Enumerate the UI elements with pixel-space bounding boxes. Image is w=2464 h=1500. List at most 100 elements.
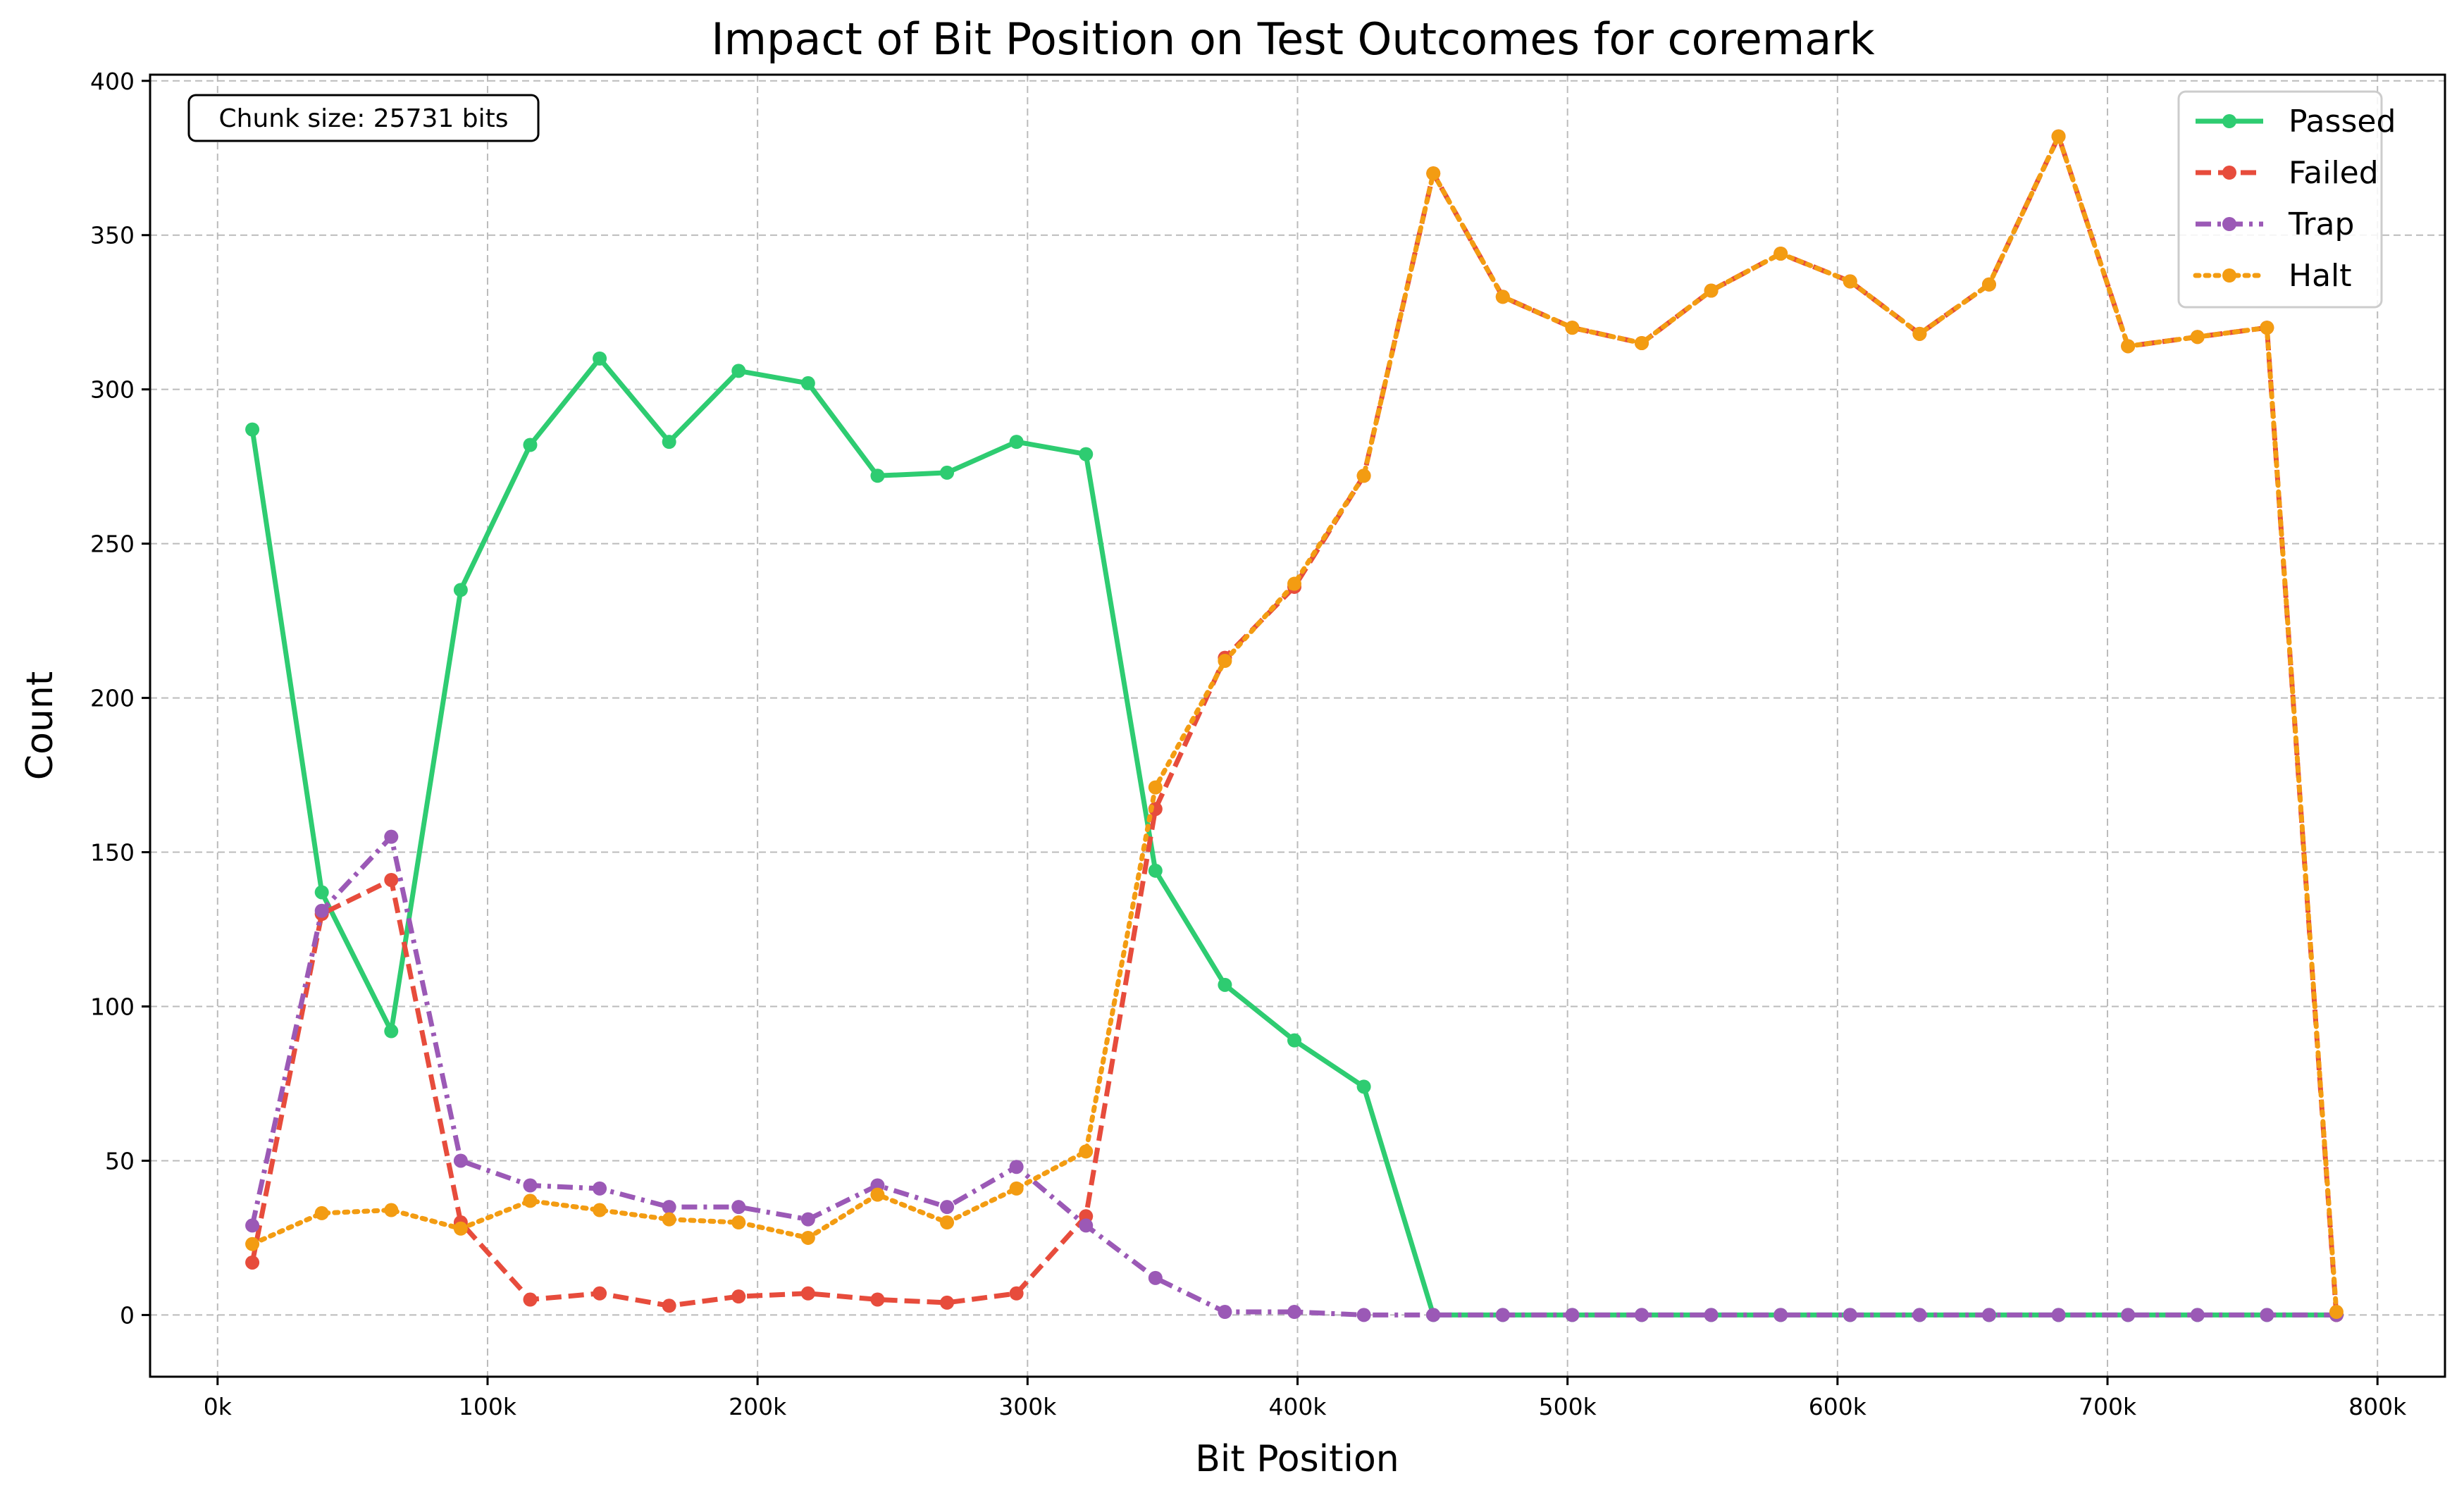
y-tick-label: 200 xyxy=(90,685,135,712)
data-point-trap xyxy=(1773,1308,1788,1322)
series-trap xyxy=(245,829,2344,1322)
data-point-halt xyxy=(2190,330,2205,345)
data-point-trap xyxy=(384,829,399,844)
data-point-halt xyxy=(2329,1305,2344,1320)
chunk-size-annotation: Chunk size: 25731 bits xyxy=(219,104,509,133)
data-point-passed xyxy=(453,583,468,597)
data-point-trap xyxy=(1843,1308,1857,1322)
data-point-passed xyxy=(245,422,260,437)
data-point-halt xyxy=(314,1205,329,1220)
data-point-passed xyxy=(940,465,955,480)
series-line-failed xyxy=(249,134,2339,1315)
legend-item-passed: Passed xyxy=(2196,104,2396,140)
series-line-halt xyxy=(249,134,2339,1315)
data-point-halt xyxy=(1218,654,1232,669)
data-point-halt xyxy=(731,1215,746,1230)
data-point-passed xyxy=(1148,863,1163,878)
data-point-halt xyxy=(940,1215,955,1230)
y-tick-label: 250 xyxy=(90,531,135,558)
data-point-trap xyxy=(2121,1308,2136,1322)
x-axis-label: Bit Position xyxy=(1195,1438,1399,1480)
data-point-halt xyxy=(1148,780,1163,795)
data-point-halt xyxy=(1565,321,1580,335)
data-point-passed xyxy=(1079,447,1094,461)
data-point-passed xyxy=(523,438,538,452)
data-point-failed xyxy=(245,1255,260,1270)
data-point-trap xyxy=(453,1153,468,1168)
y-tick-label: 100 xyxy=(90,993,135,1021)
data-point-trap xyxy=(1981,1308,1996,1322)
data-point-trap xyxy=(2260,1308,2274,1322)
y-tick-label: 350 xyxy=(90,222,135,249)
legend: Passed Failed Trap Halt xyxy=(2177,90,2396,309)
legend-label-trap: Trap xyxy=(2288,206,2354,242)
data-point-failed xyxy=(523,1292,538,1307)
x-tick-label: 600k xyxy=(1809,1393,1867,1420)
annotation-box: Chunk size: 25731 bits xyxy=(187,94,540,142)
data-point-halt xyxy=(1981,277,1996,292)
data-point-failed xyxy=(800,1286,815,1301)
legend-item-trap: Trap xyxy=(2196,206,2354,242)
data-point-trap xyxy=(1495,1308,1510,1322)
data-point-trap xyxy=(2190,1308,2205,1322)
data-point-halt xyxy=(384,1203,399,1217)
data-point-passed xyxy=(1009,435,1024,450)
data-point-passed xyxy=(662,435,676,450)
x-tick-label: 100k xyxy=(459,1393,517,1420)
data-point-failed xyxy=(384,872,399,887)
data-point-passed xyxy=(1218,977,1232,992)
data-point-halt xyxy=(1843,274,1857,289)
data-point-trap xyxy=(1287,1305,1302,1320)
data-point-trap xyxy=(1426,1308,1441,1322)
data-point-trap xyxy=(314,903,329,918)
data-point-passed xyxy=(384,1024,399,1039)
legend-marker-halt xyxy=(2222,268,2236,283)
data-point-passed xyxy=(593,351,607,366)
legend-item-failed: Failed xyxy=(2196,155,2379,191)
data-point-halt xyxy=(453,1221,468,1236)
series-line-passed xyxy=(249,356,2336,1318)
y-tick-label: 150 xyxy=(90,839,135,867)
data-point-failed xyxy=(662,1298,676,1313)
data-point-trap xyxy=(662,1200,676,1215)
data-point-trap xyxy=(1079,1218,1094,1233)
data-point-trap xyxy=(1009,1160,1024,1174)
x-tick-label: 200k xyxy=(729,1393,787,1420)
data-point-trap xyxy=(1634,1308,1649,1322)
data-point-halt xyxy=(1287,576,1302,591)
legend-marker-trap xyxy=(2222,217,2236,231)
x-tick-label: 700k xyxy=(2079,1393,2137,1420)
data-point-halt xyxy=(2121,339,2136,354)
data-point-trap xyxy=(2051,1308,2066,1322)
data-point-halt xyxy=(870,1187,885,1202)
x-tick-label: 300k xyxy=(998,1393,1057,1420)
legend-item-halt: Halt xyxy=(2193,258,2352,294)
legend-label-halt: Halt xyxy=(2289,258,2352,294)
data-point-halt xyxy=(1773,246,1788,261)
data-point-halt xyxy=(1704,283,1719,298)
y-tick-label: 50 xyxy=(105,1147,135,1174)
data-point-trap xyxy=(1912,1308,1927,1322)
data-point-halt xyxy=(2260,321,2274,335)
data-point-passed xyxy=(1356,1079,1371,1094)
data-point-passed xyxy=(870,469,885,483)
data-point-trap xyxy=(731,1200,746,1215)
data-point-failed xyxy=(870,1292,885,1307)
data-point-halt xyxy=(1495,290,1510,304)
data-point-halt xyxy=(1356,469,1371,483)
data-point-trap xyxy=(1356,1308,1371,1322)
data-point-failed xyxy=(940,1295,955,1310)
data-point-halt xyxy=(593,1203,607,1217)
data-point-halt xyxy=(662,1212,676,1227)
y-tick-label: 300 xyxy=(90,376,135,404)
x-tick-label: 400k xyxy=(1268,1393,1327,1420)
data-point-trap xyxy=(523,1178,538,1193)
data-point-trap xyxy=(1704,1308,1719,1322)
legend-marker-passed xyxy=(2222,114,2236,128)
legend-label-passed: Passed xyxy=(2289,104,2396,140)
ticks: 0k 100k 200k 300k 400k 500k 600k 700k 800k 0 50 100… xyxy=(90,68,2407,1420)
series-failed xyxy=(245,129,2344,1322)
series-passed xyxy=(245,351,2344,1322)
